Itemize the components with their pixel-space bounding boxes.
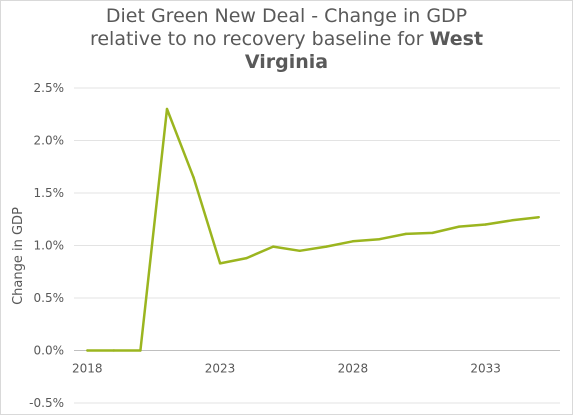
chart-title: Diet Green New Deal - Change in GDP rela… bbox=[0, 5, 573, 74]
data-point bbox=[484, 223, 487, 226]
y-tick-label: 0.0% bbox=[34, 344, 65, 358]
y-axis-ticks: -0.5% 0.0% 0.5% 1.0% 1.5% 2.0% 2.5% bbox=[29, 81, 64, 410]
data-point bbox=[139, 349, 142, 352]
y-tick-label: 1.5% bbox=[34, 186, 65, 200]
data-point bbox=[271, 245, 275, 248]
data-point bbox=[537, 215, 540, 219]
title-line-2-bold: West bbox=[429, 28, 484, 50]
data-point bbox=[218, 262, 222, 265]
data-point bbox=[86, 349, 89, 352]
y-tick-label: 2.5% bbox=[34, 81, 65, 95]
data-point bbox=[404, 232, 408, 236]
x-tick-label: 2018 bbox=[72, 362, 103, 376]
data-point bbox=[245, 256, 248, 260]
x-tick-label: 2033 bbox=[470, 362, 501, 376]
data-point bbox=[378, 238, 381, 241]
title-line-2-text: relative to no recovery baseline for bbox=[89, 28, 430, 50]
title-line-3: Virginia bbox=[244, 51, 329, 73]
data-point bbox=[192, 176, 195, 179]
series-line bbox=[87, 107, 539, 352]
series-group bbox=[86, 107, 540, 352]
x-tick-label: 2023 bbox=[205, 362, 236, 376]
y-tick-label: 2.0% bbox=[34, 134, 65, 148]
data-point bbox=[298, 249, 301, 252]
y-axis-label: Change in GDP bbox=[11, 207, 26, 305]
y-tick-label: -0.5% bbox=[29, 396, 64, 410]
y-tick-label: 1.0% bbox=[34, 239, 65, 253]
title-line-1: Diet Green New Deal - Change in GDP bbox=[105, 5, 468, 27]
data-point bbox=[325, 245, 328, 248]
gridlines bbox=[74, 87, 560, 404]
x-tick-label: 2028 bbox=[338, 362, 369, 376]
x-axis-ticks: 2018 2023 2028 2033 bbox=[72, 362, 501, 376]
data-point bbox=[351, 240, 355, 243]
data-point bbox=[165, 107, 169, 111]
y-tick-label: 0.5% bbox=[34, 291, 65, 305]
title-line-2: relative to no recovery baseline for Wes… bbox=[0, 28, 573, 51]
data-point bbox=[510, 219, 514, 222]
data-point bbox=[431, 231, 434, 235]
data-point bbox=[112, 349, 116, 352]
data-point bbox=[457, 225, 461, 228]
